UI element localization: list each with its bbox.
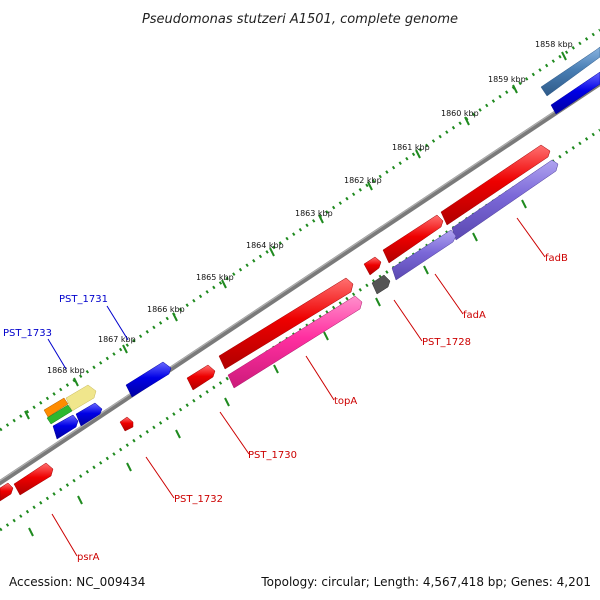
forward-genes — [0, 46, 600, 502]
gene-label-fadB[interactable]: fadB — [545, 253, 568, 264]
gene-blue-top-right[interactable] — [550, 71, 600, 115]
genome-summary-text: Topology: circular; Length: 4,567,418 bp… — [260, 575, 591, 589]
lower-major-ticks — [28, 199, 527, 537]
upper-major-ticks — [24, 51, 567, 420]
gene-fadB-lower[interactable] — [451, 159, 559, 241]
gene-blue-small-2[interactable] — [52, 414, 79, 440]
gene-fadA-lower[interactable] — [391, 229, 457, 281]
gene-label-pst1730[interactable]: PST_1730 — [248, 450, 297, 461]
tick-label: 1866 kbp — [147, 305, 185, 314]
gene-label-pst1731[interactable]: PST_1731 — [59, 294, 108, 305]
label-leaders-blue — [47, 305, 129, 370]
gene-label-psrA[interactable]: psrA — [77, 552, 100, 563]
tick-label: 1861 kbp — [392, 143, 430, 152]
gene-topA-upper[interactable] — [218, 277, 354, 370]
gene-pst1728-lower[interactable] — [371, 274, 391, 295]
gene-pst1732[interactable] — [119, 416, 134, 432]
tick-label: 1864 kbp — [246, 241, 284, 250]
label-leaders — [51, 217, 546, 557]
gene-label-pst1732[interactable]: PST_1732 — [174, 494, 223, 505]
tick-label: 1865 kbp — [196, 273, 234, 282]
gene-blue-small-1[interactable] — [75, 402, 103, 427]
gene-label-fadA[interactable]: fadA — [463, 310, 486, 321]
gene-fadB-upper[interactable] — [440, 144, 551, 226]
tick-label: 1859 kbp — [488, 75, 526, 84]
gene-label-pst1733[interactable]: PST_1733 — [3, 328, 52, 339]
gene-steel[interactable] — [540, 46, 600, 97]
tick-label: 1867 kbp — [98, 335, 136, 344]
gene-label-pst1728[interactable]: PST_1728 — [422, 337, 471, 348]
tick-label: 1858 kbp — [535, 40, 573, 49]
gene-green[interactable] — [46, 404, 73, 425]
gene-psrA-upper[interactable] — [13, 462, 54, 496]
reverse-genes — [119, 71, 600, 432]
gene-topA-lower[interactable] — [227, 295, 363, 389]
genome-title: Pseudomonas stutzeri A1501, complete gen… — [142, 12, 458, 27]
gene-yellow[interactable] — [65, 384, 97, 412]
gene-red-left-edge[interactable] — [0, 482, 14, 502]
gene-orange[interactable] — [43, 397, 69, 418]
gene-red-2[interactable] — [382, 214, 444, 264]
tick-label: 1862 kbp — [344, 176, 382, 185]
accession-text: Accession: NC_009434 — [9, 575, 145, 589]
gene-label-topA[interactable]: topA — [334, 396, 357, 407]
tick-labels: 1858 kbp 1859 kbp 1860 kbp 1861 kbp 1862… — [47, 40, 573, 375]
tick-label: 1860 kbp — [441, 109, 479, 118]
genome-backbone — [0, 80, 600, 486]
gene-labels: fadB fadA PST_1728 topA PST_1730 PST_173… — [3, 253, 568, 563]
gene-pst1731[interactable] — [125, 361, 172, 398]
upper-tick-track — [0, 28, 600, 432]
gene-pst1728-upper[interactable] — [363, 256, 382, 276]
tick-label: 1863 kbp — [295, 209, 333, 218]
gene-pst1730[interactable] — [186, 364, 216, 391]
tick-label: 1868 kbp — [47, 366, 85, 375]
